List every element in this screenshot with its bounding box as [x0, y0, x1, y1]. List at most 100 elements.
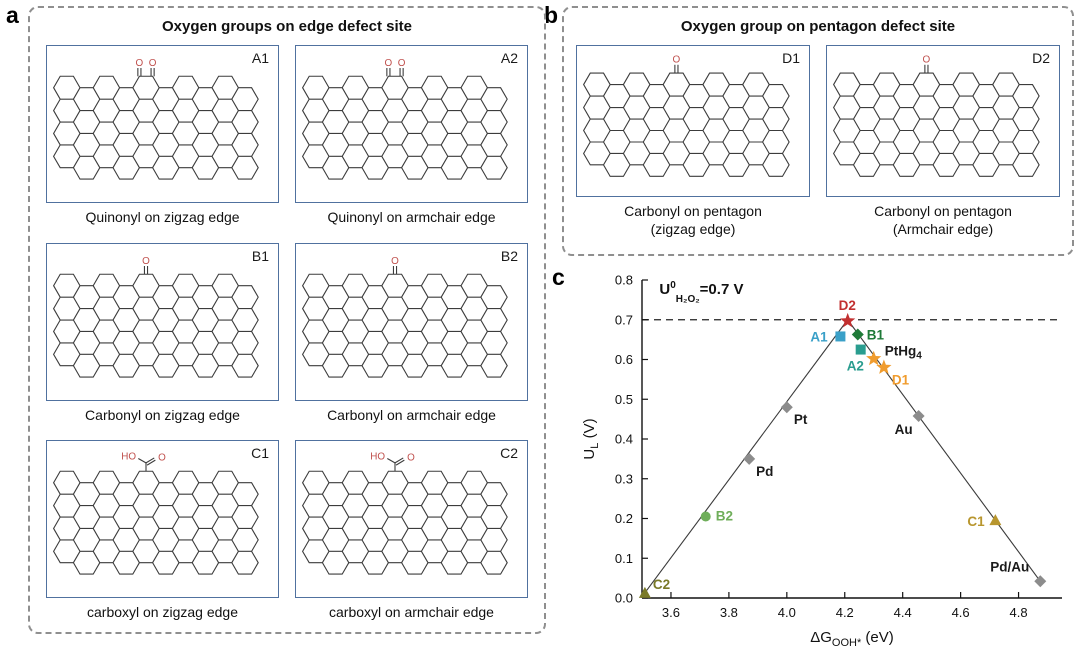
svg-text:0.2: 0.2: [615, 511, 633, 526]
svg-text:0.8: 0.8: [615, 273, 633, 288]
structure-B1: O B1 Carbonyl on zigzag edge: [46, 242, 279, 425]
svg-text:Pd: Pd: [756, 464, 773, 479]
structure-id-D2: D2: [1032, 50, 1050, 66]
structure-id-B1: B1: [251, 247, 269, 264]
structure-caption-B1: Carbonyl on zigzag edge: [85, 406, 240, 423]
molecule-drawing-D2: O: [832, 55, 1040, 177]
svg-text:C1: C1: [967, 514, 985, 529]
svg-text:O: O: [142, 255, 150, 266]
svg-text:D2: D2: [839, 298, 856, 313]
panel-label-b: b: [544, 2, 559, 28]
panel-b-title: Oxygen group on pentagon defect site: [680, 18, 956, 35]
svg-text:O: O: [136, 58, 144, 69]
panel-c-volcano-plot: 3.6 3.8 4.0 4.2 4.4 4.6 4.8 0.0 0.1 0.2 0.3 0.4 0.5 0…: [576, 266, 1076, 650]
structure-C1: O HO C1 carboxyl on zigzag edge: [46, 440, 279, 622]
svg-text:3.6: 3.6: [662, 605, 680, 620]
structure-id-C1: C1: [251, 445, 269, 461]
svg-text:O: O: [398, 58, 406, 69]
structure-caption-B2: Carbonyl on armchair edge: [327, 406, 496, 423]
svg-text:PtHg4: PtHg4: [885, 344, 923, 362]
panel-label-c: c: [552, 264, 565, 290]
structure-id-C2: C2: [500, 445, 518, 461]
structure-D2: O D2 Carbonyl on pentagon (Armchair edge…: [826, 45, 1060, 238]
volcano-chart: 3.6 3.8 4.0 4.2 4.4 4.6 4.8 0.0 0.1 0.2 0.3 0.4 0.5 0…: [581, 273, 1062, 649]
svg-text:O: O: [158, 453, 166, 464]
svg-text:0.0: 0.0: [615, 591, 633, 606]
molecule-drawing-C2: O HO: [301, 452, 508, 575]
structure-box-B2: O B2: [295, 242, 528, 401]
molecule-drawing-D1: O: [582, 55, 790, 177]
svg-text:O: O: [391, 255, 399, 266]
structure-id-B2: B2: [500, 247, 518, 264]
caption-line-1: Carbonyl on pentagon: [624, 203, 762, 219]
svg-text:O: O: [923, 55, 931, 66]
structure-caption-D2: Carbonyl on pentagon (Armchair edge): [874, 203, 1012, 238]
svg-text:D1: D1: [892, 372, 910, 387]
structure-caption-A2: Quinonyl on armchair edge: [327, 209, 496, 225]
caption-line-2: (Armchair edge): [892, 220, 994, 237]
panel-a-title: Oxygen groups on edge defect site: [161, 18, 413, 35]
structure-box-C1: O HO C1: [46, 440, 279, 598]
structure-C2: O HO C2 carboxyl on armchair edge: [295, 440, 528, 622]
structure-B2: O B2 Carbonyl on armchair edge: [295, 242, 528, 425]
structure-box-B1: O B1: [46, 242, 279, 401]
svg-text:O: O: [149, 58, 157, 69]
svg-text:0.3: 0.3: [615, 471, 633, 486]
caption-line-2: (zigzag edge): [650, 220, 736, 237]
panel-b-pentagon-defects: Oxygen group on pentagon defect site O D…: [562, 6, 1074, 256]
svg-text:HO: HO: [121, 452, 136, 463]
svg-text:0.5: 0.5: [615, 392, 633, 407]
structure-id-A2: A2: [500, 50, 518, 66]
svg-text:ΔGOOH* (eV): ΔGOOH* (eV): [810, 629, 894, 649]
structure-D1: O D1 Carbonyl on pentagon (zigzag edge): [576, 45, 810, 238]
svg-text:U0H₂O₂=0.7 V: U0H₂O₂=0.7 V: [659, 280, 743, 305]
panel-label-a: a: [6, 2, 19, 28]
structure-id-D1: D1: [782, 50, 800, 66]
svg-text:4.8: 4.8: [1010, 605, 1028, 620]
svg-text:B1: B1: [867, 327, 885, 342]
svg-text:A2: A2: [847, 359, 864, 374]
svg-text:3.8: 3.8: [720, 605, 738, 620]
svg-text:O: O: [407, 453, 415, 464]
svg-text:0.1: 0.1: [615, 551, 633, 566]
structure-caption-D1: Carbonyl on pentagon (zigzag edge): [624, 203, 762, 238]
structure-box-C2: O HO C2: [295, 440, 528, 598]
svg-text:O: O: [673, 55, 681, 66]
svg-text:0.6: 0.6: [615, 352, 633, 367]
structure-caption-C2: carboxyl on armchair edge: [329, 604, 494, 620]
structure-box-D2: O D2: [826, 45, 1060, 197]
svg-text:4.2: 4.2: [836, 605, 854, 620]
structure-caption-A1: Quinonyl on zigzag edge: [85, 209, 240, 225]
svg-text:0.7: 0.7: [615, 312, 633, 327]
svg-text:HO: HO: [370, 452, 385, 463]
svg-text:UL (V): UL (V): [581, 418, 601, 459]
molecule-drawing-C1: O HO: [52, 452, 259, 575]
svg-text:A1: A1: [810, 329, 828, 344]
svg-text:O: O: [385, 58, 393, 69]
panel-b-grid: O D1 Carbonyl on pentagon (zigzag edge) …: [576, 45, 1060, 238]
svg-text:Au: Au: [895, 422, 913, 437]
molecule-drawing-B2: O: [301, 255, 508, 378]
molecule-drawing-B1: O: [52, 255, 259, 378]
svg-text:4.0: 4.0: [778, 605, 796, 620]
structure-box-D1: O D1: [576, 45, 810, 197]
svg-text:4.4: 4.4: [894, 605, 912, 620]
svg-text:Pd/Au: Pd/Au: [990, 559, 1029, 574]
svg-text:B2: B2: [716, 509, 733, 524]
svg-text:C2: C2: [653, 577, 670, 592]
svg-text:0.4: 0.4: [615, 432, 633, 447]
svg-text:Pt: Pt: [794, 412, 808, 427]
svg-text:4.6: 4.6: [952, 605, 970, 620]
caption-line-1: Carbonyl on pentagon: [874, 203, 1012, 219]
structure-caption-C1: carboxyl on zigzag edge: [87, 604, 238, 620]
structure-id-A1: A1: [251, 50, 269, 66]
